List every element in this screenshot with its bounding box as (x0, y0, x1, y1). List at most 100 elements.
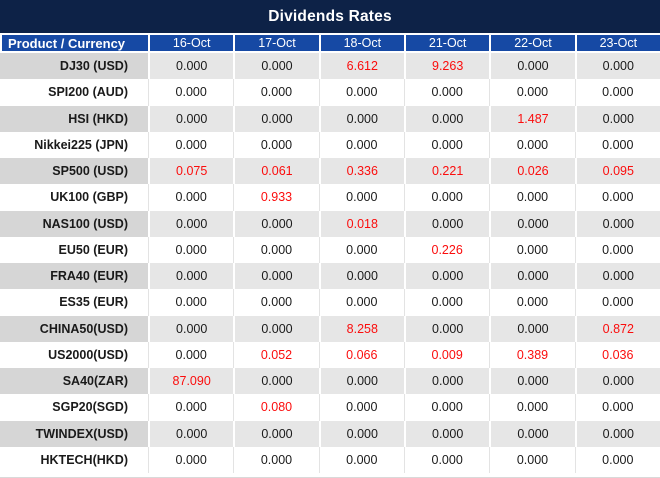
table-row: ES35 (EUR) 0.000 0.000 0.000 0.000 0.000 0.000 (0, 289, 660, 316)
product-cell: HKTECH(HKD) (0, 446, 148, 473)
rate-cell: 0.000 (489, 394, 575, 421)
rate-cell: 0.872 (574, 315, 660, 342)
rate-cell: 0.000 (574, 368, 660, 395)
rate-cell: 0.000 (574, 53, 660, 80)
rates-table: Product / Currency 16-Oct 17-Oct 18-Oct 21-… (0, 33, 660, 473)
table-row: HSI (HKD) 0.000 0.000 0.000 0.000 1.487 0.000 (0, 105, 660, 132)
rate-cell: 0.000 (489, 210, 575, 237)
header-date: 16-Oct (148, 33, 234, 53)
rate-cell: 0.000 (233, 315, 319, 342)
rate-cell: 6.612 (318, 53, 404, 80)
rate-cell: 0.000 (574, 446, 660, 473)
rate-cell: 0.000 (574, 394, 660, 421)
table-row: SA40(ZAR) 87.090 0.000 0.000 0.000 0.000 0.000 (0, 368, 660, 395)
product-cell: SPI200 (AUD) (0, 79, 148, 106)
rate-cell: 0.000 (489, 263, 575, 290)
rate-cell: 0.000 (489, 420, 575, 447)
rate-cell: 0.000 (233, 263, 319, 290)
table-row: EU50 (EUR) 0.000 0.000 0.000 0.226 0.000 0.000 (0, 236, 660, 263)
rate-cell: 8.258 (318, 315, 404, 342)
rate-cell: 0.000 (574, 289, 660, 316)
rate-cell: 0.000 (574, 263, 660, 290)
rate-cell: 0.066 (318, 341, 404, 368)
rate-cell: 0.000 (318, 131, 404, 158)
rate-cell: 0.000 (489, 315, 575, 342)
rate-cell: 0.000 (318, 105, 404, 132)
rate-cell: 0.000 (489, 131, 575, 158)
rate-cell: 0.000 (148, 131, 234, 158)
header-row: Product / Currency 16-Oct 17-Oct 18-Oct 21-… (0, 33, 660, 53)
product-cell: UK100 (GBP) (0, 184, 148, 211)
table-row: DJ30 (USD) 0.000 0.000 6.612 9.263 0.000 0.000 (0, 53, 660, 80)
rate-cell: 1.487 (489, 105, 575, 132)
rate-cell: 0.000 (403, 394, 490, 421)
rate-cell: 0.933 (233, 184, 319, 211)
table-row: CHINA50(USD) 0.000 0.000 8.258 0.000 0.000 0.8… (0, 315, 660, 342)
product-cell: DJ30 (USD) (0, 53, 148, 80)
rate-cell: 0.036 (574, 341, 660, 368)
rate-cell: 0.061 (233, 158, 319, 185)
rate-cell: 0.000 (489, 53, 575, 80)
product-cell: TWINDEX(USD) (0, 420, 148, 447)
rate-cell: 0.000 (403, 79, 490, 106)
rate-cell: 0.000 (318, 394, 404, 421)
rate-cell: 0.000 (489, 79, 575, 106)
rate-cell: 0.000 (233, 420, 319, 447)
product-cell: EU50 (EUR) (0, 236, 148, 263)
header-date: 22-Oct (489, 33, 575, 53)
rate-cell: 0.221 (403, 158, 490, 185)
product-cell: SA40(ZAR) (0, 368, 148, 395)
rate-cell: 0.000 (403, 315, 490, 342)
rate-cell: 0.000 (318, 184, 404, 211)
rate-cell: 0.000 (489, 289, 575, 316)
rate-cell: 0.389 (489, 341, 575, 368)
rate-cell: 0.052 (233, 341, 319, 368)
rate-cell: 0.000 (148, 394, 234, 421)
rate-cell: 0.000 (574, 236, 660, 263)
product-cell: SP500 (USD) (0, 158, 148, 185)
rate-cell: 0.000 (489, 368, 575, 395)
rate-cell: 0.000 (403, 289, 490, 316)
product-cell: ES35 (EUR) (0, 289, 148, 316)
product-cell: US2000(USD) (0, 341, 148, 368)
rate-cell: 9.263 (403, 53, 490, 80)
header-date: 23-Oct (574, 33, 660, 53)
rate-cell: 0.000 (403, 420, 490, 447)
header-product-currency: Product / Currency (0, 33, 148, 53)
table-row: HKTECH(HKD) 0.000 0.000 0.000 0.000 0.000 0.00… (0, 446, 660, 473)
table-body: DJ30 (USD) 0.000 0.000 6.612 9.263 0.000 0.000… (0, 53, 660, 473)
rate-cell: 0.000 (403, 210, 490, 237)
rate-cell: 87.090 (148, 368, 234, 395)
table-row: NAS100 (USD) 0.000 0.000 0.018 0.000 0.000 0.0… (0, 210, 660, 237)
rate-cell: 0.000 (233, 289, 319, 316)
rate-cell: 0.000 (489, 184, 575, 211)
rate-cell: 0.000 (233, 53, 319, 80)
product-cell: FRA40 (EUR) (0, 263, 148, 290)
rate-cell: 0.226 (403, 236, 490, 263)
table-row: UK100 (GBP) 0.000 0.933 0.000 0.000 0.000 0.00… (0, 184, 660, 211)
rate-cell: 0.000 (403, 368, 490, 395)
product-cell: CHINA50(USD) (0, 315, 148, 342)
rate-cell: 0.000 (403, 131, 490, 158)
rate-cell: 0.000 (233, 79, 319, 106)
rate-cell: 0.000 (318, 236, 404, 263)
rate-cell: 0.000 (233, 236, 319, 263)
rate-cell: 0.000 (148, 236, 234, 263)
rate-cell: 0.000 (233, 368, 319, 395)
header-date: 18-Oct (318, 33, 404, 53)
rate-cell: 0.000 (148, 184, 234, 211)
rate-cell: 0.000 (148, 315, 234, 342)
rate-cell: 0.075 (148, 158, 234, 185)
rate-cell: 0.000 (318, 368, 404, 395)
rate-cell: 0.018 (318, 210, 404, 237)
rate-cell: 0.000 (233, 131, 319, 158)
rate-cell: 0.000 (403, 446, 490, 473)
rate-cell: 0.095 (574, 158, 660, 185)
rate-cell: 0.000 (148, 53, 234, 80)
table-row: TWINDEX(USD) 0.000 0.000 0.000 0.000 0.000 0.0… (0, 420, 660, 447)
table-title: Dividends Rates (0, 0, 660, 33)
rate-cell: 0.000 (403, 105, 490, 132)
table-row: FRA40 (EUR) 0.000 0.000 0.000 0.000 0.000 0.00… (0, 263, 660, 290)
rate-cell: 0.009 (403, 341, 490, 368)
